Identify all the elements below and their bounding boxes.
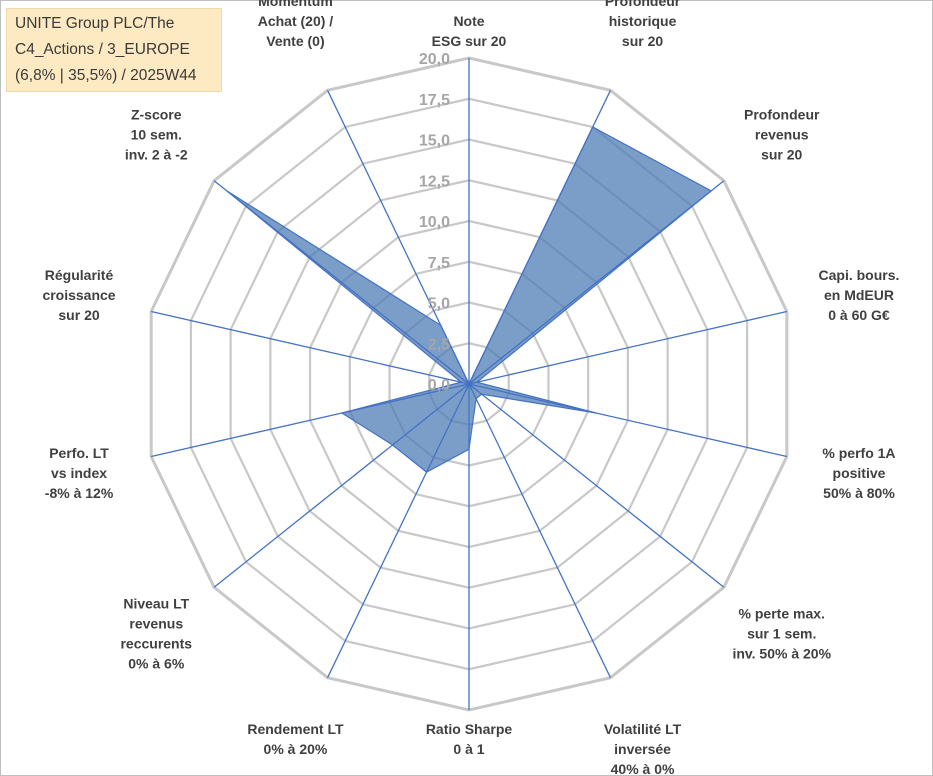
title-line-3: (6,8% | 35,5%) / 2025W44 bbox=[15, 67, 197, 84]
title-line-2: C4_Actions / 3_EUROPE bbox=[15, 41, 190, 58]
tick-label: 2,5 bbox=[428, 336, 450, 353]
axis-label: Capi. bours. en MdEUR 0 à 60 G€ bbox=[819, 267, 900, 323]
axis-spoke bbox=[151, 383, 470, 458]
axis-spoke bbox=[151, 310, 470, 385]
axis-label: Rendement LT 0% à 20% bbox=[247, 721, 344, 757]
axis-spoke bbox=[213, 383, 470, 588]
tick-label: 17,5 bbox=[419, 92, 450, 109]
axis-spoke bbox=[468, 383, 787, 458]
axis-label: Momentum Achat (20) / Vente (0) bbox=[258, 0, 334, 49]
tick-label: 20,0 bbox=[419, 51, 450, 68]
title-line-1: UNITE Group PLC/The bbox=[15, 15, 175, 32]
axis-spoke bbox=[468, 310, 787, 385]
axis-label: Note ESG sur 20 bbox=[432, 13, 507, 49]
axis-label: % perfo 1A positive 50% à 80% bbox=[822, 445, 895, 501]
axis-spoke bbox=[468, 383, 725, 588]
tick-label: 0,0 bbox=[428, 377, 450, 394]
axis-spoke bbox=[468, 383, 612, 678]
axis-label: Perfo. LT vs index -8% à 12% bbox=[45, 445, 114, 501]
tick-label: 5,0 bbox=[428, 296, 450, 313]
axis-spoke bbox=[468, 90, 612, 385]
tick-label: 10,0 bbox=[419, 214, 450, 231]
axis-label: Régularité croissance sur 20 bbox=[42, 267, 115, 323]
axis-label: Niveau LT revenus reccurents 0% à 6% bbox=[120, 595, 192, 671]
axis-label: % perte max. sur 1 sem. inv. 50% à 20% bbox=[732, 605, 831, 661]
tick-label: 15,0 bbox=[419, 133, 450, 150]
axis-label: Profondeur historique sur 20 bbox=[605, 0, 681, 49]
chart-title-box: UNITE Group PLC/The C4_Actions / 3_EUROP… bbox=[6, 8, 222, 92]
axis-label: Z-score 10 sem. inv. 2 à -2 bbox=[125, 107, 188, 163]
axis-spoke bbox=[326, 90, 470, 385]
axis-spoke bbox=[468, 180, 725, 385]
tick-label: 7,5 bbox=[428, 255, 450, 272]
axis-label: Ratio Sharpe 0 à 1 bbox=[426, 721, 513, 757]
tick-label: 12,5 bbox=[419, 173, 450, 190]
axis-spoke bbox=[326, 383, 470, 678]
axis-label: Profondeur revenus sur 20 bbox=[744, 107, 820, 163]
axis-label: Volatilité LT inversée 40% à 0% bbox=[604, 721, 682, 776]
axis-spoke bbox=[213, 180, 470, 385]
